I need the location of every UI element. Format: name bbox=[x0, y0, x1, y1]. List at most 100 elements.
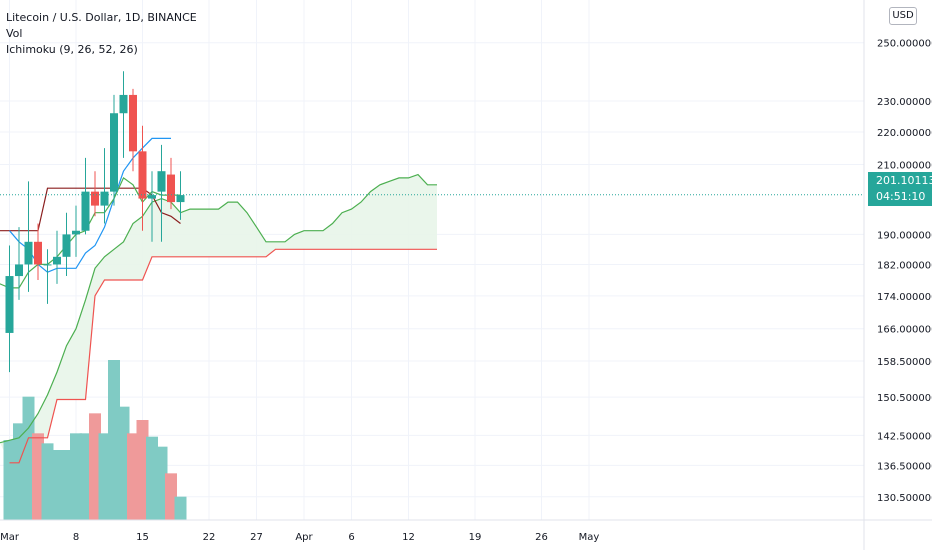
ichimoku-cloud bbox=[0, 174, 437, 463]
candle-body bbox=[100, 191, 109, 206]
candle[interactable] bbox=[138, 125, 147, 231]
leading-span-b-line bbox=[9, 248, 437, 464]
candle-body bbox=[129, 94, 137, 152]
cloud-fill bbox=[0, 174, 437, 463]
candle[interactable] bbox=[24, 181, 33, 292]
time-tick-label: 6 bbox=[348, 532, 354, 543]
candle-body bbox=[5, 276, 14, 333]
price-tick-label: 174.000000 bbox=[877, 292, 932, 303]
candle-body bbox=[62, 234, 71, 257]
candle-body bbox=[34, 241, 42, 265]
candle[interactable] bbox=[81, 157, 90, 235]
price-tick-label: 166.000000 bbox=[877, 325, 932, 336]
time-tick-label: May bbox=[579, 532, 600, 543]
candle[interactable] bbox=[34, 223, 42, 280]
candle-body bbox=[148, 195, 156, 199]
candle-body bbox=[43, 264, 52, 266]
leading-span-a-line bbox=[0, 173, 437, 444]
volume-bar bbox=[32, 433, 44, 520]
time-tick-label: Apr bbox=[295, 532, 313, 543]
bar-countdown: 04:51:10 bbox=[876, 190, 926, 203]
volume-bar bbox=[89, 413, 101, 520]
volume-bar bbox=[41, 443, 54, 520]
volume-bar bbox=[174, 496, 187, 520]
volume-bar bbox=[51, 450, 63, 520]
candle[interactable] bbox=[157, 144, 166, 242]
candle-body bbox=[91, 191, 99, 206]
price-tick-label: 210.000000 bbox=[877, 161, 932, 172]
price-tick-label: 250.000000 bbox=[877, 39, 932, 50]
volume-bar bbox=[108, 360, 120, 520]
volume-bar bbox=[146, 436, 158, 520]
price-tick-label: 142.500000 bbox=[877, 431, 932, 442]
candle[interactable] bbox=[72, 205, 80, 257]
time-tick-label: Mar bbox=[0, 532, 20, 543]
ichimoku-indicator-label[interactable]: Ichimoku (9, 26, 52, 26) bbox=[6, 43, 138, 56]
candle[interactable] bbox=[91, 171, 99, 217]
candle[interactable] bbox=[129, 88, 137, 172]
time-tick-label: 15 bbox=[136, 532, 149, 543]
candle[interactable] bbox=[110, 94, 118, 206]
volume-bar bbox=[155, 446, 168, 520]
ichimoku-lines bbox=[0, 137, 437, 464]
volume-bar bbox=[165, 473, 177, 520]
candle[interactable] bbox=[119, 71, 128, 158]
candle[interactable] bbox=[100, 148, 109, 224]
volume-indicator-label[interactable]: Vol bbox=[6, 27, 23, 40]
candle[interactable] bbox=[15, 227, 23, 300]
candle-body bbox=[167, 174, 175, 203]
time-tick-label: 19 bbox=[469, 532, 482, 543]
candlesticks[interactable] bbox=[5, 71, 185, 373]
volume-bar bbox=[117, 406, 130, 520]
chart-legend: Litecoin / U.S. Dollar, 1D, BINANCE Vol … bbox=[6, 10, 197, 58]
price-tick-label: 150.500000 bbox=[877, 393, 932, 404]
candle-body bbox=[15, 264, 23, 277]
volume-bar bbox=[60, 450, 73, 520]
candle[interactable] bbox=[62, 212, 71, 277]
volume-bar bbox=[79, 433, 92, 520]
price-tick-label: 136.500000 bbox=[877, 461, 932, 472]
candle-body bbox=[110, 113, 118, 192]
volume-bar bbox=[22, 396, 35, 520]
price-tick-label: 220.000000 bbox=[877, 128, 932, 139]
volume-bars bbox=[3, 360, 187, 520]
candle[interactable] bbox=[148, 171, 156, 242]
candle-body bbox=[81, 191, 90, 231]
price-tick-label: 130.500000 bbox=[877, 493, 932, 504]
candle-body bbox=[157, 171, 166, 192]
candle[interactable] bbox=[5, 245, 14, 373]
candle-body bbox=[24, 241, 33, 265]
symbol-title[interactable]: Litecoin / U.S. Dollar, 1D, BINANCE bbox=[6, 11, 197, 24]
time-tick-label: 12 bbox=[402, 532, 415, 543]
candle[interactable] bbox=[176, 171, 185, 220]
candle-body bbox=[119, 94, 128, 114]
price-tick-label: 230.000000 bbox=[877, 97, 932, 108]
price-axis[interactable] bbox=[864, 0, 932, 550]
time-tick-label: 8 bbox=[73, 532, 79, 543]
volume-bar bbox=[127, 433, 139, 520]
candle-body bbox=[138, 151, 147, 199]
volume-bar bbox=[136, 420, 149, 520]
price-tick-label: 182.000000 bbox=[877, 260, 932, 271]
volume-bar bbox=[98, 433, 111, 520]
price-tick-label: 190.000000 bbox=[877, 230, 932, 241]
price-tick-label: 158.500000 bbox=[877, 357, 932, 368]
candle-body bbox=[176, 195, 185, 203]
candle-body bbox=[53, 256, 61, 265]
currency-badge[interactable]: USD bbox=[889, 7, 917, 25]
volume-bar bbox=[70, 433, 82, 520]
time-tick-label: 26 bbox=[535, 532, 548, 543]
candle[interactable] bbox=[53, 230, 61, 284]
candle[interactable] bbox=[43, 249, 52, 304]
last-price-tag: 201.101130 04:51:10 bbox=[868, 172, 932, 206]
volume-bar bbox=[13, 423, 25, 520]
candle[interactable] bbox=[167, 157, 175, 210]
volume-bar bbox=[3, 440, 16, 520]
time-tick-label: 27 bbox=[250, 532, 263, 543]
time-tick-label: 22 bbox=[203, 532, 216, 543]
last-price-value: 201.101130 bbox=[876, 174, 932, 187]
candle-body bbox=[72, 230, 80, 235]
time-axis[interactable] bbox=[0, 520, 932, 550]
